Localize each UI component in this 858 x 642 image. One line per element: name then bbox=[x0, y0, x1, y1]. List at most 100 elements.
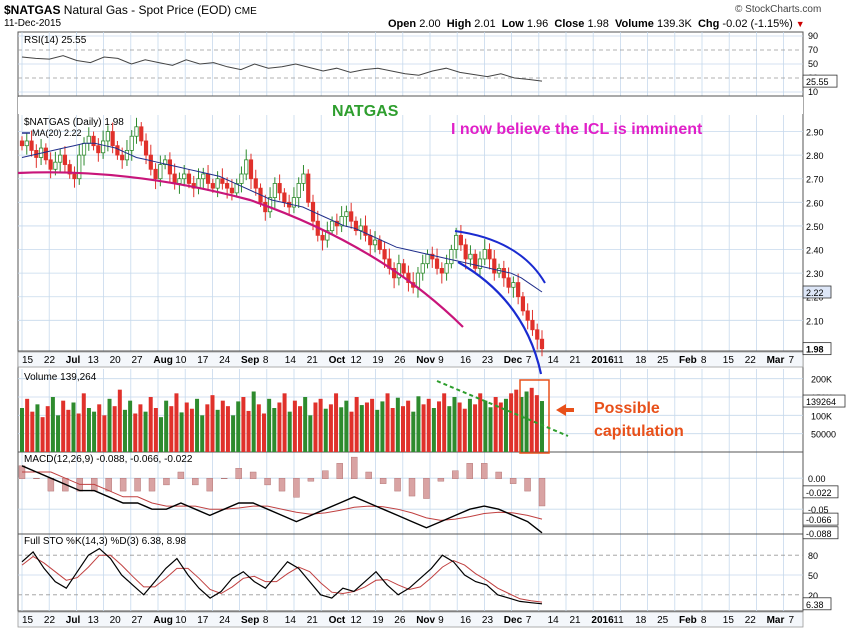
candle-body bbox=[425, 253, 430, 265]
x-tick-label: Mar bbox=[767, 615, 785, 626]
x-tick-label: 26 bbox=[394, 615, 406, 626]
volume-bar bbox=[210, 395, 215, 452]
candle-body bbox=[382, 249, 387, 260]
capitulation-line1: Possible bbox=[594, 400, 660, 417]
candle-body bbox=[220, 178, 225, 184]
capitulation-line2: capitulation bbox=[594, 423, 684, 440]
candle-body bbox=[167, 159, 172, 175]
capitulation-box bbox=[519, 379, 550, 454]
macd-hist-bar bbox=[293, 478, 300, 498]
volume-bar bbox=[92, 411, 97, 452]
volume-bar bbox=[395, 397, 400, 452]
x-tick-label: 23 bbox=[482, 355, 494, 366]
rsi-tag-label: 25.55 bbox=[806, 77, 829, 87]
candle-body bbox=[344, 211, 349, 217]
price-y-tick: 2.70 bbox=[806, 175, 824, 185]
volume-bar bbox=[50, 397, 55, 452]
x-tick-label: Aug bbox=[153, 355, 172, 366]
volume-bar bbox=[122, 409, 127, 452]
candle-body bbox=[458, 234, 463, 246]
volume-bar bbox=[339, 407, 344, 452]
candle-body bbox=[110, 131, 115, 147]
x-tick-label: 20 bbox=[110, 355, 122, 366]
candle-body bbox=[62, 154, 68, 165]
sto-tag bbox=[802, 597, 832, 611]
candle-body bbox=[205, 173, 211, 184]
sto-y-tick: 50 bbox=[808, 571, 818, 581]
x-tick-label: 15 bbox=[22, 615, 34, 626]
candle-body bbox=[329, 220, 335, 232]
volume-bar bbox=[184, 402, 189, 452]
volume-bar bbox=[498, 402, 503, 452]
volume-tag bbox=[802, 394, 846, 408]
ma20-line bbox=[21, 142, 543, 293]
x-tick-label: 10 bbox=[175, 355, 187, 366]
candle-body bbox=[406, 272, 411, 283]
price-y-tick: 2.50 bbox=[806, 222, 824, 232]
natgas-annotation: NATGAS bbox=[332, 103, 399, 120]
candle-body bbox=[19, 140, 25, 147]
macd-hist-bar bbox=[495, 471, 502, 479]
candle-body bbox=[129, 135, 134, 151]
volume-bar bbox=[354, 397, 359, 452]
candle-body bbox=[67, 164, 72, 175]
volume-bar bbox=[159, 417, 164, 452]
volume-bar bbox=[303, 397, 308, 452]
volume-bar bbox=[282, 393, 287, 452]
candle-body bbox=[439, 267, 444, 274]
x-tick-label: Dec bbox=[504, 355, 523, 366]
volume-bar bbox=[261, 413, 266, 452]
dropdown-triangle-icon[interactable]: ▼ bbox=[795, 19, 805, 29]
volume-bar bbox=[452, 397, 457, 452]
volume-bar bbox=[153, 408, 158, 452]
low-label: Low bbox=[501, 18, 524, 30]
candle-body bbox=[282, 192, 287, 203]
instrument-name: Natural Gas - Spot Price (EOD) bbox=[63, 3, 232, 17]
candle-body bbox=[148, 154, 153, 170]
volume-bar bbox=[86, 408, 91, 452]
volume-bar bbox=[215, 409, 220, 452]
candle-body bbox=[267, 197, 273, 213]
volume-bar bbox=[200, 415, 205, 452]
volume-bar bbox=[437, 401, 442, 452]
price-tag bbox=[802, 342, 832, 356]
volume-bar bbox=[133, 413, 138, 452]
price-y-tick: 2.40 bbox=[806, 246, 824, 256]
candle-body bbox=[182, 173, 187, 180]
candle-body bbox=[420, 263, 425, 274]
candle-body bbox=[473, 253, 478, 269]
volume-bar bbox=[364, 402, 369, 452]
x-tick-label: 11 bbox=[613, 615, 624, 626]
volume-bar bbox=[503, 398, 508, 452]
volume-bar bbox=[272, 408, 277, 452]
volume-y-tick: 50000 bbox=[811, 430, 836, 440]
volume-bar bbox=[20, 408, 24, 452]
candle-body bbox=[377, 239, 382, 250]
volume-bar bbox=[174, 393, 179, 452]
macd-tag bbox=[802, 526, 839, 540]
candle-body bbox=[277, 183, 282, 194]
candle-body bbox=[291, 197, 297, 208]
exchange: CME bbox=[234, 6, 257, 17]
x-tick-label: 13 bbox=[88, 355, 100, 366]
volume-bar bbox=[164, 400, 169, 452]
x-tick-label: Nov bbox=[416, 355, 435, 366]
candle-body bbox=[525, 310, 530, 321]
volume-bar bbox=[236, 401, 241, 452]
macd-hist-bar bbox=[466, 463, 473, 479]
candle-body bbox=[296, 183, 301, 199]
volume-bar bbox=[256, 404, 261, 452]
candle-body bbox=[210, 183, 215, 189]
candle-body bbox=[434, 258, 440, 269]
rsi-y-tick: 70 bbox=[808, 45, 818, 55]
chg-value: -0.02 (-1.15%) bbox=[722, 18, 793, 30]
candle-body bbox=[487, 249, 492, 260]
x-tick-label: Jul bbox=[66, 615, 81, 626]
volume-label: Volume bbox=[614, 18, 654, 30]
macd-hist-bar bbox=[408, 478, 416, 497]
volume-bar bbox=[40, 417, 45, 452]
volume-bar bbox=[380, 401, 385, 452]
volume-bar bbox=[447, 406, 452, 452]
volume-bar bbox=[112, 406, 117, 452]
